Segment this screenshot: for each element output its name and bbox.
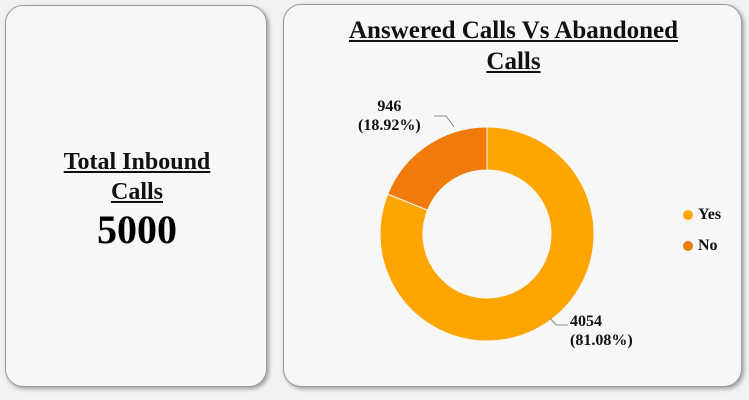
donut-chart: [379, 115, 595, 342]
chart-title-line1: Answered Calls Vs Abandoned: [348, 17, 679, 44]
legend-label-yes: Yes: [698, 206, 722, 223]
total-inbound-calls-card: Total Inbound Calls 5000: [5, 5, 267, 387]
kpi-title-line2: Calls: [110, 179, 163, 205]
chart-title-line2: Calls: [486, 48, 541, 75]
legend-marker-no: [683, 241, 693, 251]
leader-line-yes: [549, 317, 568, 326]
legend-marker-yes: [683, 210, 693, 220]
kpi-title: Total Inbound Calls: [6, 147, 268, 207]
legend-item-yes[interactable]: Yes: [683, 206, 721, 224]
data-label-no-percent: (18.92%): [358, 117, 421, 134]
data-label-yes-value: 4054: [570, 313, 602, 330]
kpi-value: 5000: [97, 207, 177, 252]
leader-line-no: [434, 115, 455, 128]
answered-vs-abandoned-card: Answered Calls Vs Abandoned Calls 946 (1…: [283, 4, 742, 387]
donut-slice-yes[interactable]: [379, 126, 595, 342]
data-label-no: 946 (18.92%): [358, 97, 421, 135]
legend-item-no[interactable]: No: [683, 237, 718, 255]
chart-title: Answered Calls Vs Abandoned Calls: [284, 15, 743, 77]
data-label-yes-percent: (81.08%): [570, 332, 633, 349]
legend-label-no: No: [698, 237, 718, 254]
kpi-title-line1: Total Inbound: [63, 149, 211, 175]
donut-slice-no[interactable]: [387, 126, 488, 211]
data-label-no-value: 946: [377, 98, 402, 115]
data-label-yes: 4054 (81.08%): [570, 312, 633, 350]
